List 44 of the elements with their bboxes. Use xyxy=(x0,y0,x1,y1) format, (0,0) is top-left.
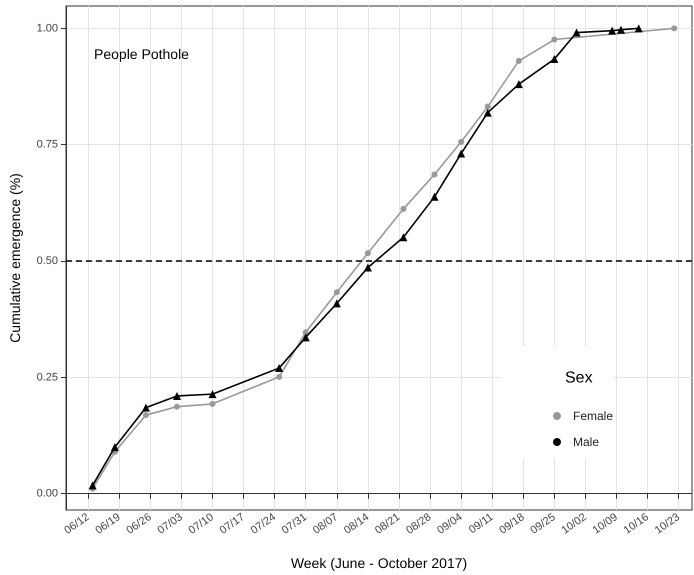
point xyxy=(302,329,309,336)
y-tick-label: 0.75 xyxy=(36,138,58,151)
point xyxy=(276,374,282,380)
point xyxy=(484,108,492,117)
y-tick-label: 0.00 xyxy=(36,488,58,500)
y-axis-title: Cumulative emergence (%) xyxy=(7,173,23,343)
point xyxy=(332,299,341,308)
point xyxy=(671,25,678,32)
y-tick-label: 1.00 xyxy=(36,22,58,34)
point xyxy=(572,28,581,37)
point xyxy=(458,138,464,145)
point xyxy=(514,80,523,88)
annotation: People Pothole xyxy=(94,46,190,62)
point xyxy=(400,206,406,212)
point xyxy=(208,390,217,398)
legend-label: Female xyxy=(572,409,614,423)
legend-label: Male xyxy=(572,435,600,449)
point xyxy=(432,171,438,178)
point xyxy=(364,264,372,272)
point xyxy=(399,233,408,242)
x-axis-title: Week (June - October 2017) xyxy=(290,555,468,571)
point xyxy=(275,364,284,372)
point xyxy=(551,36,558,43)
point xyxy=(484,104,491,110)
point xyxy=(550,55,558,64)
y-tick-label: 0.50 xyxy=(36,255,58,268)
point xyxy=(302,333,310,342)
point xyxy=(172,392,181,400)
point xyxy=(516,58,522,64)
point xyxy=(457,150,466,158)
point xyxy=(634,24,643,32)
y-tick-label: 0.25 xyxy=(36,371,58,384)
point xyxy=(364,250,371,256)
point xyxy=(608,26,616,35)
point xyxy=(110,443,119,452)
point xyxy=(174,404,180,410)
point xyxy=(142,404,150,412)
point xyxy=(334,289,340,296)
point xyxy=(142,412,149,418)
point xyxy=(430,192,438,201)
point xyxy=(88,481,97,490)
point xyxy=(210,400,216,407)
legend-title: Sex xyxy=(565,370,593,386)
point xyxy=(616,26,625,34)
